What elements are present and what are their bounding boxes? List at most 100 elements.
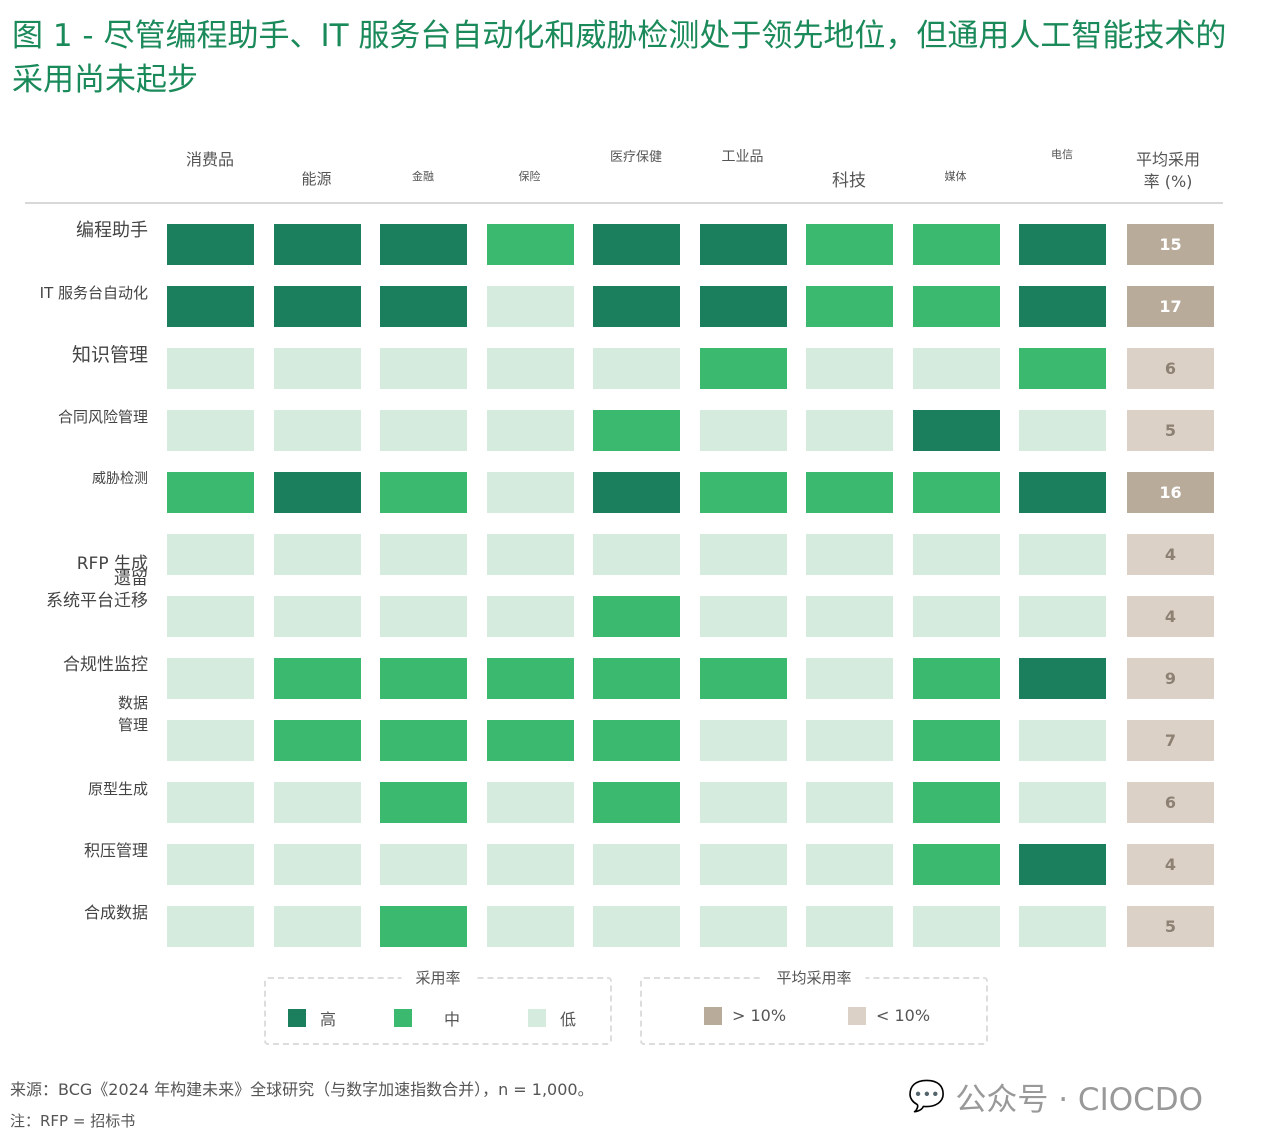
heatmap-cell-L	[699, 534, 787, 575]
heatmap-cell-L	[699, 720, 787, 761]
column-header: 消费品	[185, 150, 235, 169]
row-label: 合成数据	[83, 903, 148, 922]
row-label: 合同风险管理	[57, 408, 148, 426]
heatmap-cell-M	[699, 658, 787, 699]
heatmap-cell-L	[593, 348, 680, 389]
avg-rate-cell: 5	[1127, 410, 1214, 451]
heatmap-cell-H	[593, 224, 680, 265]
heatmap-cell-L	[486, 348, 574, 389]
row-label: 知识管理	[71, 344, 148, 366]
legend-avg-high: > 10%	[704, 1006, 786, 1025]
heatmap-cell-L	[806, 348, 893, 389]
row-label: 合规性监控	[63, 655, 148, 675]
heatmap-cell-L	[273, 534, 361, 575]
heatmap-cell-L	[380, 844, 467, 885]
heatmap-cell-L	[806, 658, 893, 699]
heatmap-cell-L	[806, 720, 893, 761]
heatmap-cell-L	[806, 534, 893, 575]
column-header: 科技	[832, 171, 866, 191]
legend-mid: 中	[394, 1006, 460, 1030]
heatmap-cell-M	[1019, 348, 1106, 389]
heatmap-cell-M	[806, 286, 893, 327]
heatmap-cell-L	[699, 782, 787, 823]
heatmap-cell-H	[1019, 658, 1106, 699]
row-label: 威胁检测	[92, 471, 148, 487]
heatmap-cell-M	[380, 782, 467, 823]
heatmap-cell-M	[273, 720, 361, 761]
avg-rate-cell: 16	[1127, 472, 1214, 513]
heatmap-cell-H	[380, 286, 467, 327]
heatmap-cell-L	[273, 782, 361, 823]
legend-high: 高	[288, 1006, 336, 1030]
avg-column-header: 平均采用	[1135, 150, 1201, 169]
heatmap-cell-L	[167, 720, 254, 761]
avg-rate-cell: 6	[1127, 348, 1214, 389]
heatmap-cell-H	[273, 286, 361, 327]
legend-title: 平均采用率	[762, 967, 866, 988]
heatmap-cell-H	[593, 286, 680, 327]
heatmap-cell-L	[167, 410, 254, 451]
avg-rate-cell: 4	[1127, 844, 1214, 885]
heatmap-cell-H	[1019, 844, 1106, 885]
heatmap-cell-M	[699, 348, 787, 389]
heatmap-cell-L	[699, 906, 787, 947]
heatmap-cell-L	[699, 596, 787, 637]
heatmap-cell-L	[486, 472, 574, 513]
heatmap-cell-H	[1019, 224, 1106, 265]
heatmap-cell-L	[806, 782, 893, 823]
heatmap-cell-L	[699, 410, 787, 451]
avg-column-header: 率 (%)	[1143, 172, 1193, 191]
footnote: 注：RFP = 招标书	[10, 1112, 136, 1130]
heatmap-cell-L	[593, 906, 680, 947]
heatmap-cell-L	[273, 410, 361, 451]
heatmap-cell-M	[273, 658, 361, 699]
heatmap-cell-L	[167, 348, 254, 389]
heatmap-cell-L	[380, 596, 467, 637]
heatmap-cell-L	[486, 410, 574, 451]
heatmap-cell-M	[486, 658, 574, 699]
heatmap-cell-L	[1019, 534, 1106, 575]
heatmap-cell-L	[167, 534, 254, 575]
heatmap-cell-L	[912, 596, 1000, 637]
heatmap-cell-L	[806, 410, 893, 451]
heatmap-cell-L	[273, 906, 361, 947]
heatmap-cell-H	[1019, 286, 1106, 327]
heatmap-cell-M	[593, 720, 680, 761]
avg-rate-cell: 7	[1127, 720, 1214, 761]
heatmap-cell-M	[380, 906, 467, 947]
heatmap-cell-L	[699, 844, 787, 885]
wechat-icon: 💬	[908, 1079, 946, 1114]
heatmap-cell-H	[912, 410, 1000, 451]
heatmap-cell-L	[273, 348, 361, 389]
heatmap-cell-H	[380, 224, 467, 265]
heatmap-cell-H	[167, 224, 254, 265]
row-label: IT 服务台自动化	[39, 284, 148, 302]
column-header: 能源	[301, 170, 332, 188]
heatmap-cell-L	[1019, 720, 1106, 761]
heatmap-cell-L	[380, 410, 467, 451]
heatmap-cell-L	[486, 844, 574, 885]
avg-rate-cell: 17	[1127, 286, 1214, 327]
legend-low: 低	[528, 1006, 576, 1030]
heatmap-cell-L	[167, 782, 254, 823]
heatmap-cell-L	[273, 844, 361, 885]
heatmap-cell-L	[1019, 782, 1106, 823]
heatmap-cell-M	[486, 224, 574, 265]
heatmap-cell-M	[912, 720, 1000, 761]
heatmap-cell-H	[699, 286, 787, 327]
avg-rate-cell: 9	[1127, 658, 1214, 699]
heatmap-cell-M	[699, 472, 787, 513]
legend-avg-low: < 10%	[848, 1006, 930, 1025]
heatmap-cell-M	[912, 286, 1000, 327]
heatmap-cell-L	[167, 844, 254, 885]
heatmap-cell-L	[486, 906, 574, 947]
avg-rate-cell: 4	[1127, 596, 1214, 637]
heatmap-cell-L	[1019, 410, 1106, 451]
heatmap-cell-L	[380, 534, 467, 575]
avg-rate-cell: 6	[1127, 782, 1214, 823]
heatmap-cell-H	[167, 286, 254, 327]
avg-legend: 平均采用率 > 10% < 10%	[640, 967, 988, 1045]
heatmap-cell-L	[593, 844, 680, 885]
heatmap-cell-M	[593, 782, 680, 823]
